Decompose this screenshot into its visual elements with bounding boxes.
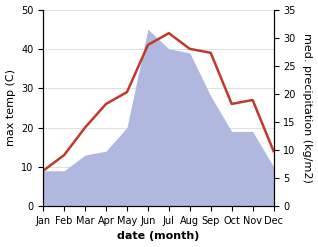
Y-axis label: max temp (C): max temp (C) xyxy=(5,69,16,146)
Y-axis label: med. precipitation (kg/m2): med. precipitation (kg/m2) xyxy=(302,33,313,183)
X-axis label: date (month): date (month) xyxy=(117,231,200,242)
